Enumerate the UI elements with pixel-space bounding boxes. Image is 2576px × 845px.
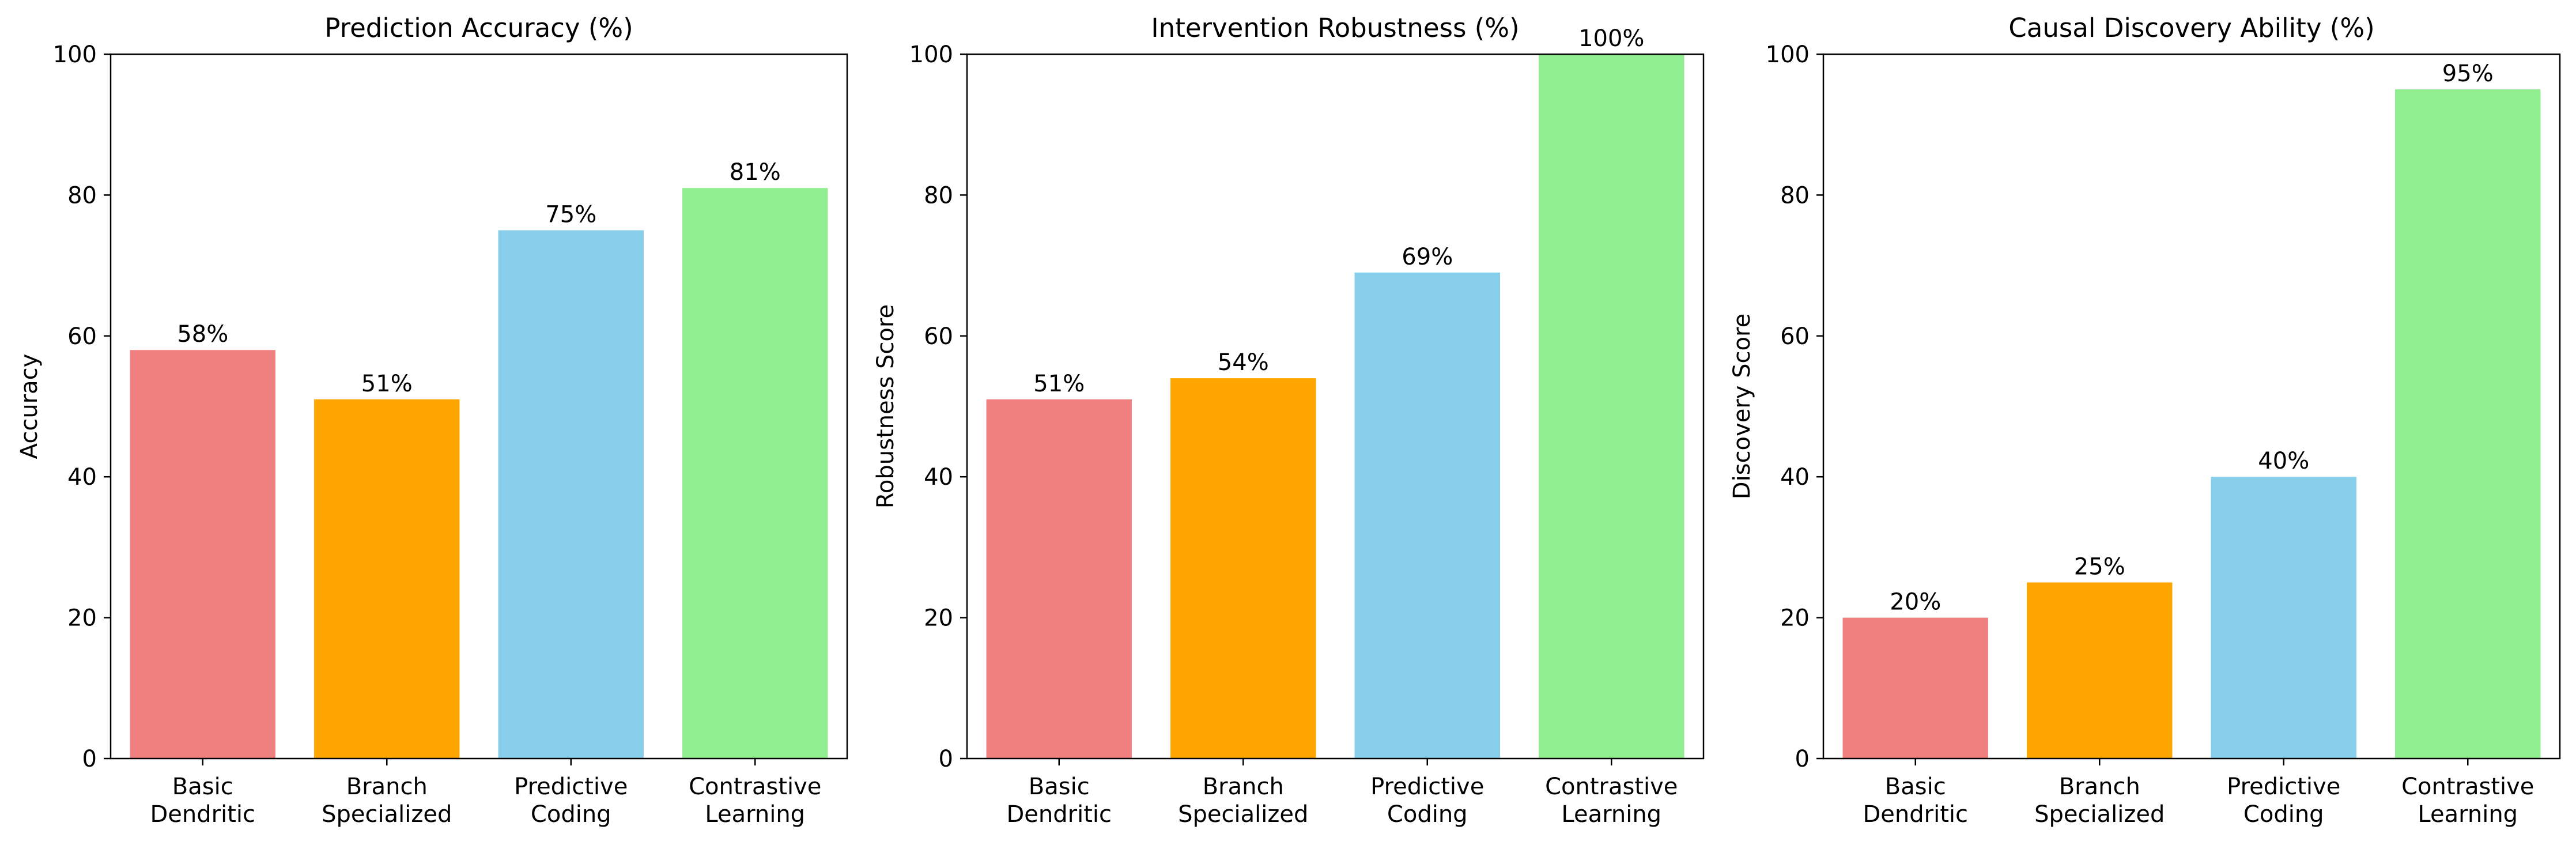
y-tick-label: 80	[1780, 182, 1810, 209]
y-tick-label: 0	[939, 746, 953, 772]
data-label: 95%	[2442, 61, 2494, 87]
y-axis-label: Discovery Score	[1729, 314, 1755, 499]
y-axis-label: Accuracy	[16, 354, 43, 459]
x-tick-label: Predictive Coding	[1370, 774, 1484, 828]
chart-panel-1: 0 20 40 60 80 100 Basic Dendritic Branch Speciali…	[16, 13, 848, 828]
x-tick-label: Branch Specialized	[1178, 774, 1308, 828]
chart-title: Causal Discovery Ability (%)	[2008, 13, 2374, 43]
bar-4	[682, 188, 828, 759]
data-label: 81%	[730, 159, 781, 186]
plot-frame	[1822, 53, 2561, 760]
y-tick-label: 100	[53, 42, 97, 68]
data-label: 100%	[1578, 25, 1644, 52]
x-tick-label: Predictive Coding	[514, 774, 628, 828]
y-tick-label: 40	[924, 464, 953, 491]
data-label: 54%	[1218, 349, 1269, 376]
y-tick-label: 60	[1780, 323, 1810, 350]
y-tick-label: 100	[1766, 42, 1810, 68]
y-tick-label: 60	[924, 323, 953, 350]
bar-2	[1170, 378, 1316, 759]
bar-4	[2395, 89, 2541, 759]
bar-3	[498, 230, 644, 759]
y-tick-label: 40	[67, 464, 97, 491]
bar-1	[1842, 617, 1988, 759]
data-label: 20%	[1890, 589, 1941, 616]
data-label: 51%	[1033, 371, 1085, 397]
bar-3	[1354, 272, 1500, 759]
x-tick-label: Branch Specialized	[322, 774, 452, 828]
plot-frame	[966, 53, 1705, 760]
x-tick-label: Branch Specialized	[2034, 774, 2165, 828]
chart-title: Intervention Robustness (%)	[1151, 13, 1519, 43]
chart-panel-2: 0 20 40 60 80 100 Basic Dendritic Branch Speciali…	[872, 13, 1705, 828]
bar-4	[1539, 54, 1684, 759]
y-tick-label: 0	[1795, 746, 1810, 772]
bar-1	[986, 399, 1132, 759]
x-tick-label: Basic Dendritic	[1863, 774, 1969, 828]
y-tick-label: 80	[67, 182, 97, 209]
data-label: 40%	[2258, 448, 2309, 474]
y-tick-label: 40	[1780, 464, 1810, 491]
bar-2	[2027, 582, 2173, 759]
bar-1	[130, 350, 275, 759]
y-tick-label: 20	[924, 605, 953, 632]
data-label: 75%	[545, 202, 596, 228]
y-tick-label: 80	[924, 182, 953, 209]
y-tick-label: 20	[67, 605, 97, 632]
y-tick-label: 0	[82, 746, 97, 772]
data-label: 51%	[361, 371, 413, 397]
data-label: 58%	[177, 321, 228, 348]
x-tick-label: Predictive Coding	[2227, 774, 2340, 828]
chart-title: Prediction Accuracy (%)	[324, 13, 633, 43]
x-tick-label: Basic Dendritic	[150, 774, 256, 828]
x-tick-label: Contrastive Learning	[1545, 774, 1678, 828]
data-label: 69%	[1402, 244, 1453, 270]
y-axis-label: Robustness Score	[872, 304, 899, 508]
y-tick-label: 20	[1780, 605, 1810, 632]
x-tick-label: Contrastive Learning	[689, 774, 821, 828]
x-tick-label: Basic Dendritic	[1007, 774, 1112, 828]
chart-panel-3: 0 20 40 60 80 100 Basic Dendritic Branch Speciali…	[1729, 13, 2561, 828]
y-tick-label: 60	[67, 323, 97, 350]
bar-2	[314, 399, 460, 759]
plot-frame	[109, 53, 848, 760]
bar-3	[2211, 477, 2356, 759]
y-tick-label: 100	[909, 42, 953, 68]
data-label: 25%	[2074, 554, 2125, 580]
x-tick-label: Contrastive Learning	[2401, 774, 2534, 828]
